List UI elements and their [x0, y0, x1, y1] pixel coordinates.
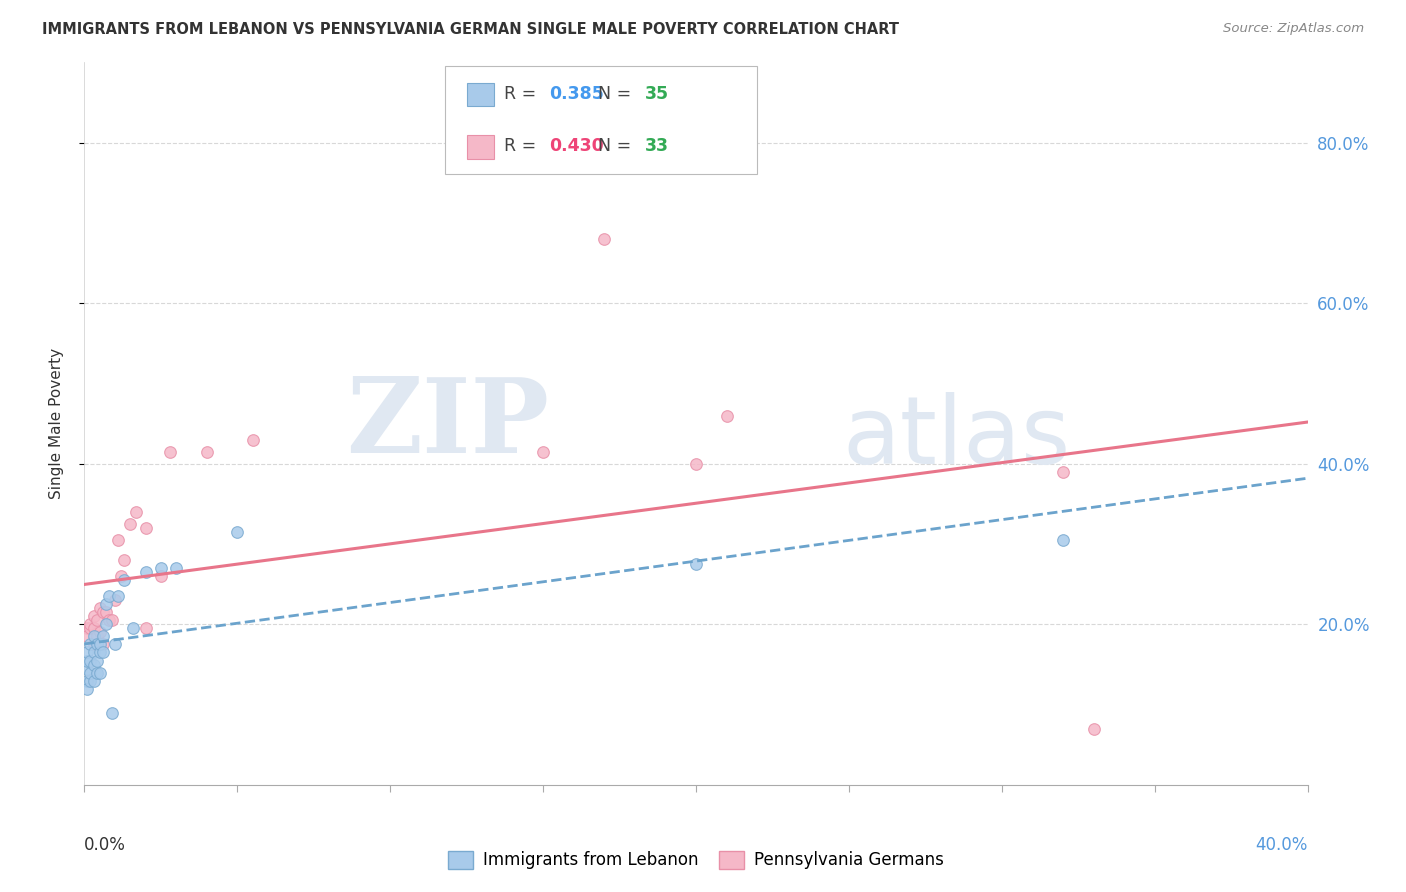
Point	[79, 665, 101, 680]
Point	[135, 521, 157, 535]
Point	[242, 433, 264, 447]
Text: Source: ZipAtlas.com: Source: ZipAtlas.com	[1223, 22, 1364, 36]
Text: N =: N =	[598, 136, 637, 154]
Point	[195, 445, 218, 458]
Point	[83, 657, 105, 672]
Point	[76, 681, 98, 696]
Text: 35: 35	[644, 85, 669, 103]
Point	[79, 621, 101, 635]
Text: N =: N =	[598, 85, 637, 103]
Point	[83, 621, 105, 635]
Point	[76, 673, 98, 688]
Point	[1052, 533, 1074, 547]
Point	[135, 566, 157, 580]
Y-axis label: Single Male Poverty: Single Male Poverty	[49, 348, 63, 500]
Point	[83, 637, 105, 651]
Text: R =: R =	[503, 136, 541, 154]
Point	[107, 533, 129, 547]
Point	[94, 598, 117, 612]
Point	[97, 614, 120, 628]
Point	[86, 665, 108, 680]
Point	[149, 569, 172, 583]
Point	[97, 589, 120, 603]
Point	[1083, 722, 1105, 736]
Text: 33: 33	[644, 136, 669, 154]
Point	[149, 561, 172, 575]
FancyBboxPatch shape	[467, 83, 494, 106]
Point	[716, 409, 738, 423]
Point	[104, 637, 127, 651]
Text: 0.430: 0.430	[550, 136, 605, 154]
Point	[89, 601, 111, 615]
Point	[685, 557, 707, 571]
Point	[91, 637, 114, 651]
Point	[165, 561, 187, 575]
Point	[79, 637, 101, 651]
Point	[89, 665, 111, 680]
Point	[112, 573, 135, 587]
Text: ZIP: ZIP	[346, 373, 550, 475]
Point	[1052, 465, 1074, 479]
Point	[76, 646, 98, 660]
Point	[83, 646, 105, 660]
Point	[94, 605, 117, 619]
Point	[89, 625, 111, 640]
Point	[104, 593, 127, 607]
Point	[76, 653, 98, 667]
Point	[226, 524, 249, 539]
Point	[86, 637, 108, 651]
Legend: Immigrants from Lebanon, Pennsylvania Germans: Immigrants from Lebanon, Pennsylvania Ge…	[441, 844, 950, 876]
Point	[94, 617, 117, 632]
Point	[120, 516, 142, 531]
Point	[593, 232, 616, 246]
Point	[159, 445, 181, 458]
Point	[110, 569, 132, 583]
Point	[122, 621, 145, 635]
Point	[101, 706, 124, 720]
Point	[79, 673, 101, 688]
Text: atlas: atlas	[842, 392, 1071, 484]
Point	[79, 617, 101, 632]
Point	[83, 630, 105, 644]
Point	[112, 553, 135, 567]
Text: 40.0%: 40.0%	[1256, 836, 1308, 854]
Point	[91, 646, 114, 660]
Text: 0.0%: 0.0%	[84, 836, 127, 854]
Point	[76, 662, 98, 676]
Point	[86, 653, 108, 667]
Point	[86, 614, 108, 628]
Point	[83, 673, 105, 688]
Point	[135, 621, 157, 635]
Point	[91, 605, 114, 619]
Text: 0.385: 0.385	[550, 85, 605, 103]
Point	[125, 505, 148, 519]
Point	[76, 621, 98, 635]
Point	[89, 646, 111, 660]
Point	[79, 653, 101, 667]
FancyBboxPatch shape	[467, 136, 494, 159]
Text: IMMIGRANTS FROM LEBANON VS PENNSYLVANIA GERMAN SINGLE MALE POVERTY CORRELATION C: IMMIGRANTS FROM LEBANON VS PENNSYLVANIA …	[42, 22, 900, 37]
Point	[685, 457, 707, 471]
Point	[86, 630, 108, 644]
Point	[101, 614, 124, 628]
Point	[91, 630, 114, 644]
Point	[531, 445, 554, 458]
Point	[89, 637, 111, 651]
Point	[83, 609, 105, 624]
FancyBboxPatch shape	[446, 66, 758, 175]
Point	[107, 589, 129, 603]
Point	[76, 630, 98, 644]
Text: R =: R =	[503, 85, 541, 103]
